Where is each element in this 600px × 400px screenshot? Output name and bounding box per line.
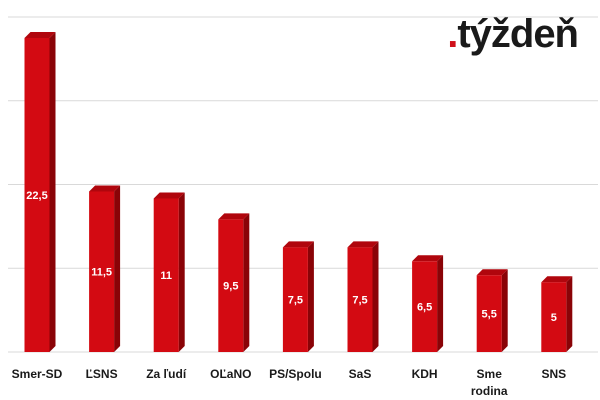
bar-side (49, 31, 56, 352)
bar-side (566, 276, 573, 352)
data-label: 7,5 (288, 295, 303, 307)
data-label: 5 (551, 312, 557, 324)
tick-label: SNS (541, 367, 566, 381)
brand-logo-text: týždeň (457, 12, 579, 56)
bar-side (178, 192, 185, 352)
tick-label-line: OĽaNO (210, 367, 251, 381)
tick-label: SaS (349, 367, 372, 381)
tick-label: ĽSNS (86, 367, 118, 381)
tick-label-line: PS/Spolu (269, 367, 322, 381)
bar-side (372, 241, 379, 352)
tick-label: KDH (412, 367, 438, 381)
data-label: 5,5 (482, 309, 497, 321)
bar-top (89, 185, 121, 192)
bar-side (437, 255, 444, 352)
tick-label: OĽaNO (210, 367, 251, 381)
data-label: 11 (160, 270, 172, 282)
tick-label-line: Za ľudí (146, 367, 187, 381)
data-label: 11,5 (91, 267, 112, 279)
tick-label-line: rodina (471, 384, 508, 398)
bar-top (24, 31, 56, 38)
bar-top (153, 192, 185, 199)
data-label: 22,5 (26, 190, 47, 202)
bar (282, 247, 308, 352)
bars (24, 31, 573, 352)
data-label: 7,5 (352, 295, 367, 307)
bar (476, 275, 502, 352)
bar (347, 247, 373, 352)
bar-side (243, 213, 250, 352)
tick-label-line: KDH (412, 367, 438, 381)
bar (412, 261, 438, 352)
bar-top (282, 241, 314, 248)
bar (89, 191, 115, 352)
tick-label: Smer-SD (12, 367, 63, 381)
bar (153, 198, 179, 352)
data-label: 9,5 (223, 281, 238, 293)
tick-label: PS/Spolu (269, 367, 322, 381)
bar-top (347, 241, 379, 248)
bar-side (501, 269, 508, 352)
brand-logo-dot: . (447, 12, 458, 56)
bar (218, 219, 244, 352)
tick-label: Sme rodina (471, 367, 508, 398)
tick-label-line: ĽSNS (86, 367, 118, 381)
tick-label-line: Smer-SD (12, 367, 63, 381)
bar (24, 37, 50, 352)
brand-logo: .týždeň (447, 12, 579, 56)
bar-top (476, 269, 508, 276)
tick-label-line: Sme (477, 367, 503, 381)
bar-side (307, 241, 314, 352)
tick-label-line: SaS (349, 367, 372, 381)
data-labels: 22,5 11,5 11 9,5 7,5 7,5 6,5 5,5 5 (26, 190, 557, 324)
data-label: 6,5 (417, 302, 432, 314)
bar-top (541, 276, 573, 283)
bar-side (114, 185, 121, 352)
category-axis-labels: Smer-SD ĽSNS Za ľudí OĽaNO PS/Spolu SaS KDH Sme… (12, 367, 566, 398)
bar-top (412, 255, 444, 262)
tick-label-line: SNS (541, 367, 566, 381)
bar (541, 282, 567, 352)
bar-top (218, 213, 250, 220)
tick-label: Za ľudí (146, 367, 187, 381)
